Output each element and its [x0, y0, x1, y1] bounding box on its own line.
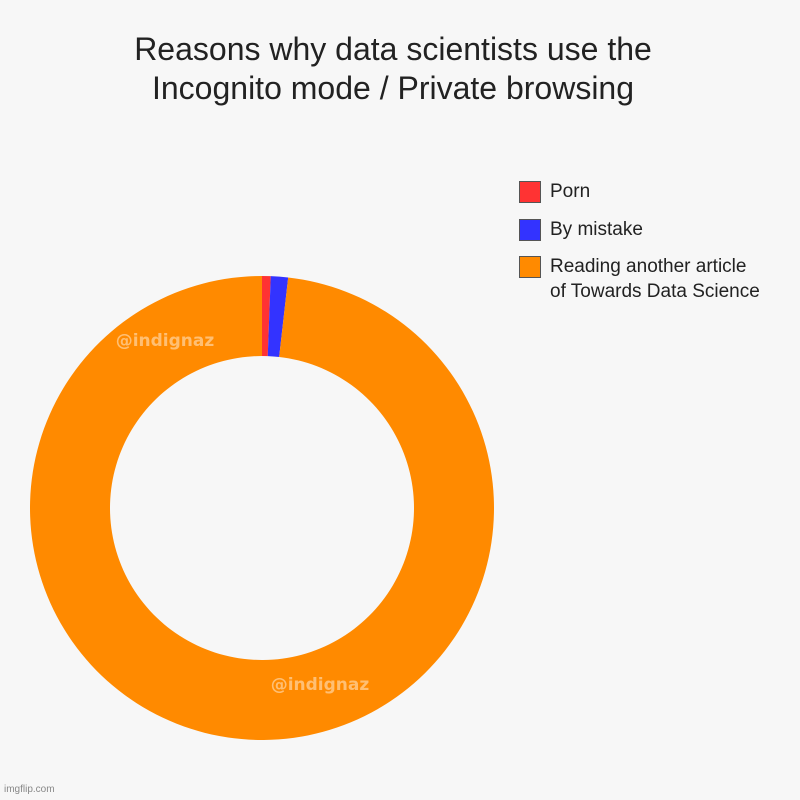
chart-title: Reasons why data scientists use the Inco…: [134, 31, 652, 106]
legend-label: Reading another article of Towards Data …: [550, 256, 760, 302]
legend-swatch: [519, 181, 541, 203]
legend-swatch: [519, 256, 541, 278]
legend-swatch: [519, 219, 541, 241]
legend-label: By mistake: [550, 219, 643, 240]
donut-slice: [30, 275, 495, 740]
footer: imgflip.com: [4, 784, 55, 795]
legend-label: Porn: [550, 181, 591, 202]
donut-slice: [262, 276, 271, 357]
donut-slice: [267, 276, 289, 357]
watermark: @indignaz: [116, 331, 215, 351]
watermark: @indignaz: [271, 675, 370, 695]
